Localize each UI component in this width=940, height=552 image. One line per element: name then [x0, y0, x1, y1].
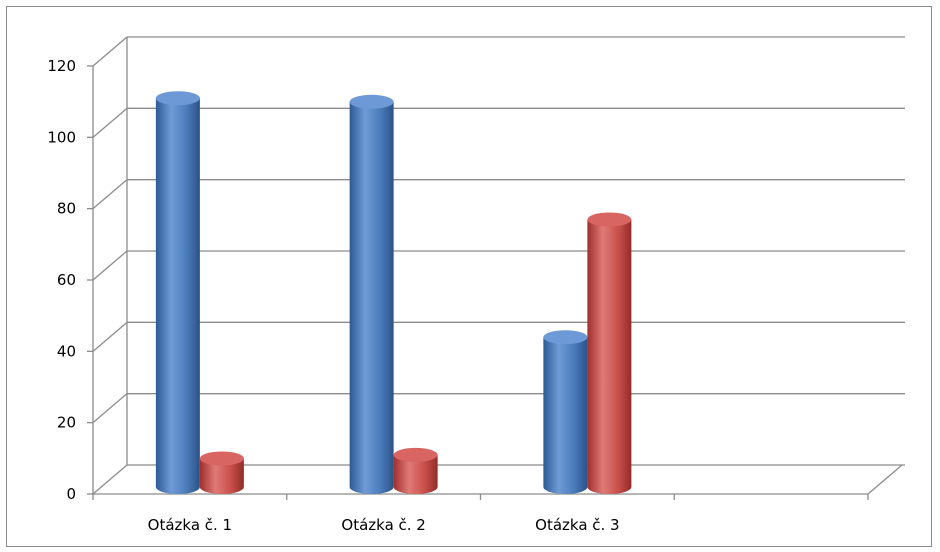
y-tick-label: 100	[47, 128, 76, 146]
bar-body	[199, 458, 244, 495]
gridline-depth	[92, 36, 128, 67]
y-tick-label: 0	[66, 485, 76, 503]
bar-top	[393, 447, 438, 462]
bar-body	[155, 98, 200, 495]
gridline-depth	[92, 250, 128, 281]
y-tick-label: 40	[57, 342, 76, 360]
y-tick-label: 80	[57, 200, 76, 218]
bar-top	[543, 330, 588, 345]
gridline-depth	[92, 464, 128, 495]
gridline-depth	[92, 179, 128, 210]
bar-cylinder	[543, 330, 588, 495]
bar-top	[199, 451, 244, 466]
bar-body	[349, 101, 394, 495]
bar-top	[587, 212, 632, 227]
y-tick-label: 20	[57, 414, 76, 432]
x-category-label: Otázka č. 2	[341, 516, 425, 534]
bar-top	[349, 94, 394, 109]
bar-cylinder	[587, 212, 632, 495]
x-category-label: Otázka č. 1	[148, 516, 232, 534]
y-tick-label: 120	[47, 57, 76, 75]
bar-top	[155, 91, 200, 106]
gridline-depth	[92, 393, 128, 424]
gridline-depth	[92, 107, 128, 138]
bar-cylinder	[349, 94, 394, 495]
x-category-label: Otázka č. 3	[535, 516, 619, 534]
bar-body	[393, 454, 438, 495]
bar-body	[543, 337, 588, 495]
gridline-depth	[92, 321, 128, 352]
bar-cylinder	[155, 91, 200, 495]
y-tick-label: 60	[57, 271, 76, 289]
bar-cylinder	[199, 451, 244, 495]
floor-depth-edge	[867, 464, 903, 495]
bar-body	[587, 219, 632, 495]
bar-cylinder	[393, 447, 438, 495]
